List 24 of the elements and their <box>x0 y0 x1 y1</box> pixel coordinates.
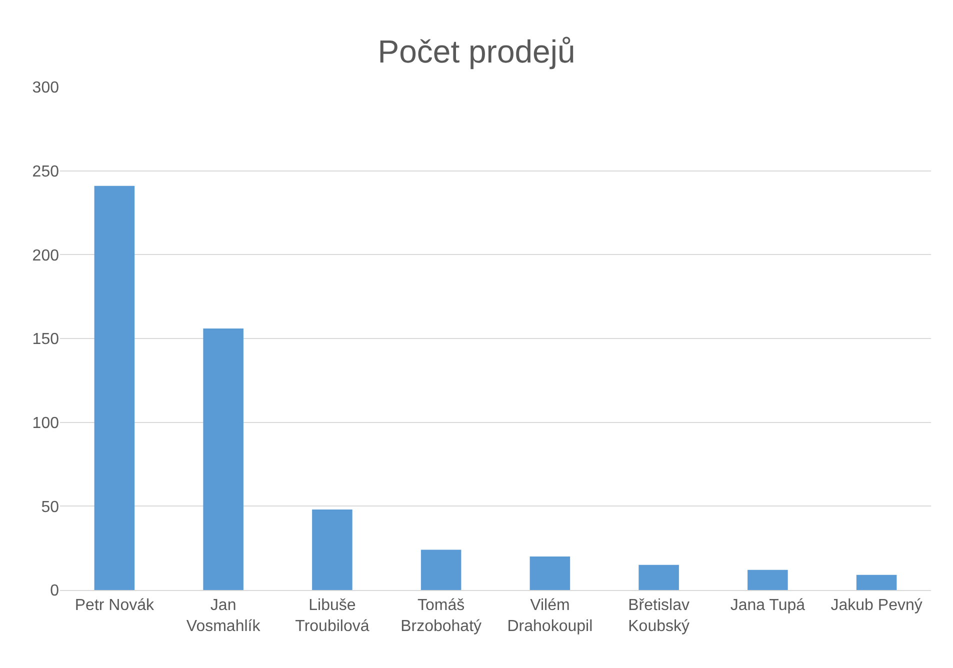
x-tick-label: Vilém Drahokoupil <box>507 597 593 635</box>
x-tick-label: Tomáš Brzobohatý <box>400 597 482 635</box>
bar <box>856 574 897 590</box>
y-tick-label: 100 <box>32 414 60 432</box>
bar <box>530 556 570 590</box>
chart-title: Počet prodejů <box>378 33 576 70</box>
x-tick-label: Jakub Pevný <box>830 597 922 614</box>
x-tick-label: Jan Vosmahlík <box>186 597 262 635</box>
bar <box>638 564 679 590</box>
bar <box>203 328 244 590</box>
x-tick-label: Jana Tupá <box>730 597 806 614</box>
y-tick-label: 150 <box>32 331 60 348</box>
bar <box>312 510 352 590</box>
y-tick-label: 200 <box>32 247 60 264</box>
y-tick-label: 0 <box>50 582 60 600</box>
y-tick-label: 300 <box>32 80 60 97</box>
x-tick-label: Petr Novák <box>74 597 156 614</box>
bar <box>420 550 462 590</box>
bar <box>748 570 788 590</box>
bar <box>94 186 135 590</box>
y-tick-label: 50 <box>41 498 60 516</box>
x-tick-label: Břetislav Koubský <box>628 597 690 635</box>
x-tick-label: Libuše Troubilová <box>295 597 370 635</box>
y-tick-label: 250 <box>32 163 60 180</box>
